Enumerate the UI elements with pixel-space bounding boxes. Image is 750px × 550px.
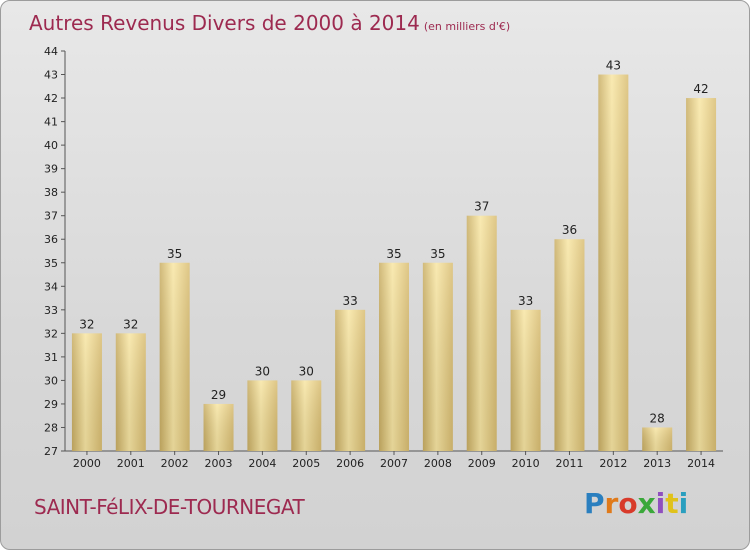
y-tick-label: 42 [44, 92, 58, 105]
x-tick-label: 2014 [687, 457, 715, 470]
x-tick-label: 2005 [292, 457, 320, 470]
chart-title-text: Autres Revenus Divers de 2000 à 2014 [29, 11, 420, 35]
bar-shade [71, 333, 102, 451]
bar-value-label: 36 [562, 223, 577, 237]
bar-shade [598, 74, 629, 451]
bar-value-label: 29 [211, 388, 226, 402]
bar-value-label: 32 [123, 317, 138, 331]
x-tick-label: 2003 [205, 457, 233, 470]
y-tick-label: 39 [44, 163, 58, 176]
x-tick-label: 2008 [424, 457, 452, 470]
y-tick-label: 40 [44, 139, 58, 152]
x-tick-label: 2013 [643, 457, 671, 470]
x-tick-label: 2009 [468, 457, 496, 470]
chart-title: Autres Revenus Divers de 2000 à 2014 (en … [29, 11, 510, 35]
y-tick-label: 31 [44, 351, 58, 364]
chart-subtitle: (en milliers d'€) [423, 20, 511, 33]
bar-shade [291, 380, 322, 451]
bar-value-label: 35 [167, 247, 182, 261]
y-tick-label: 36 [44, 233, 58, 246]
bar-value-label: 35 [430, 247, 445, 261]
x-tick-label: 2012 [599, 457, 627, 470]
x-tick-label: 2010 [512, 457, 540, 470]
bar-shade [379, 262, 409, 451]
x-tick-label: 2002 [161, 457, 189, 470]
bar-shade [554, 239, 585, 451]
y-tick-label: 35 [44, 257, 58, 270]
bar-value-label: 32 [79, 317, 94, 331]
bar-shade [159, 262, 190, 451]
y-tick-label: 43 [44, 69, 58, 82]
y-tick-label: 29 [44, 398, 58, 411]
bar-shade [335, 309, 366, 451]
bar-shade [203, 403, 234, 451]
bar-value-label: 33 [342, 294, 357, 308]
bar-shade [510, 309, 541, 451]
bar-layer [71, 74, 717, 451]
bar-value-label: 30 [299, 364, 314, 378]
y-tick-label: 28 [44, 421, 58, 434]
bar-shade [422, 262, 453, 451]
bar-shade [247, 380, 278, 451]
bar-value-label: 37 [474, 200, 489, 214]
bar-value-label: 42 [693, 82, 708, 96]
x-tick-label: 2000 [73, 457, 101, 470]
proxiti-logo[interactable]: Proxiti [584, 487, 689, 520]
bar-shade [466, 215, 497, 451]
bar-value-label: 33 [518, 294, 533, 308]
bar-value-label: 30 [255, 364, 270, 378]
x-tick-label: 2011 [555, 457, 583, 470]
axis-layer: 27 28 29 30 31 32 33 34 35 36 37 38 39 40 41 42 43 44 2000… [44, 45, 723, 470]
x-tick-label: 2001 [117, 457, 145, 470]
bar-value-label: 28 [650, 411, 665, 425]
bar-value-label: 43 [606, 59, 621, 73]
y-tick-label: 33 [44, 304, 58, 317]
y-tick-label: 34 [44, 280, 58, 293]
label-layer: 32 32 35 29 30 30 33 35 35 37 33 36 43 28 42 [79, 59, 708, 426]
x-tick-label: 2004 [248, 457, 276, 470]
y-tick-label: 32 [44, 327, 58, 340]
bar-value-label: 35 [386, 247, 401, 261]
bar-shade [686, 98, 717, 451]
y-tick-label: 38 [44, 186, 58, 199]
y-tick-label: 41 [44, 116, 58, 129]
x-tick-label: 2006 [336, 457, 364, 470]
bar-shade [115, 333, 146, 451]
x-tick-label: 2007 [380, 457, 408, 470]
y-tick-label: 30 [44, 374, 58, 387]
y-tick-label: 27 [44, 445, 58, 458]
y-tick-label: 37 [44, 210, 58, 223]
y-tick-label: 44 [44, 45, 58, 58]
commune-name: SAINT-FéLIX-DE-TOURNEGAT [34, 495, 305, 519]
bar-shade [642, 427, 673, 451]
